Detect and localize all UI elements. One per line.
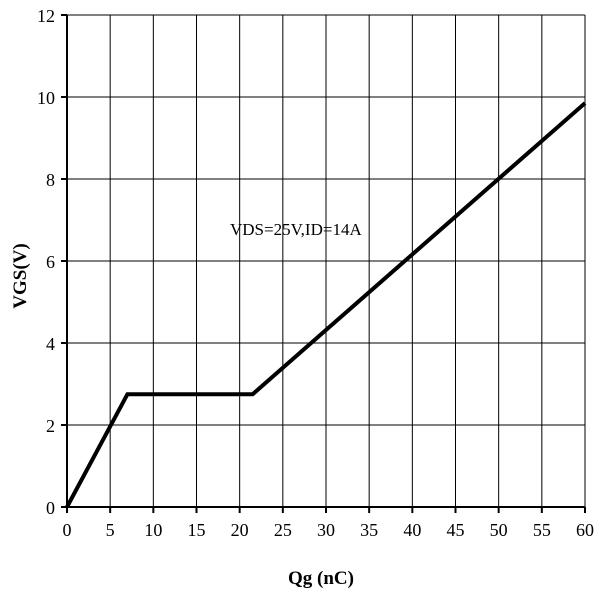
x-tick-label: 5	[106, 520, 115, 540]
x-tick-label: 30	[317, 520, 335, 540]
y-tick-label: 8	[46, 170, 55, 190]
series-layer	[65, 101, 587, 508]
x-tick-label: 35	[360, 520, 378, 540]
x-tick-label: 40	[403, 520, 421, 540]
y-tick-label: 0	[46, 498, 55, 518]
tick-labels: 0 5 10 15 20 25 30 35 40 45 50 55 60 0 2 4 6 8 10 12	[37, 6, 594, 540]
y-tick-label: 4	[46, 334, 55, 354]
y-tick-label: 10	[37, 88, 55, 108]
x-tick-label: 60	[576, 520, 594, 540]
x-tick-label: 55	[533, 520, 551, 540]
y-tick-label: 6	[46, 252, 55, 272]
vgs-curve	[65, 101, 587, 508]
y-tick-label: 12	[37, 6, 55, 26]
x-tick-label: 45	[447, 520, 465, 540]
test-condition-annotation: VDS=25V,ID=14A	[230, 220, 362, 239]
y-tick-label: 2	[46, 416, 55, 436]
x-tick-label: 15	[188, 520, 206, 540]
y-axis-label: VGS(V)	[10, 243, 31, 308]
x-tick-label: 10	[144, 520, 162, 540]
x-tick-label: 25	[274, 520, 292, 540]
x-tick-label: 20	[231, 520, 249, 540]
x-axis-label: Qg (nC)	[288, 568, 354, 589]
grid	[61, 14, 586, 513]
x-tick-label: 50	[490, 520, 508, 540]
x-tick-label: 0	[63, 520, 72, 540]
